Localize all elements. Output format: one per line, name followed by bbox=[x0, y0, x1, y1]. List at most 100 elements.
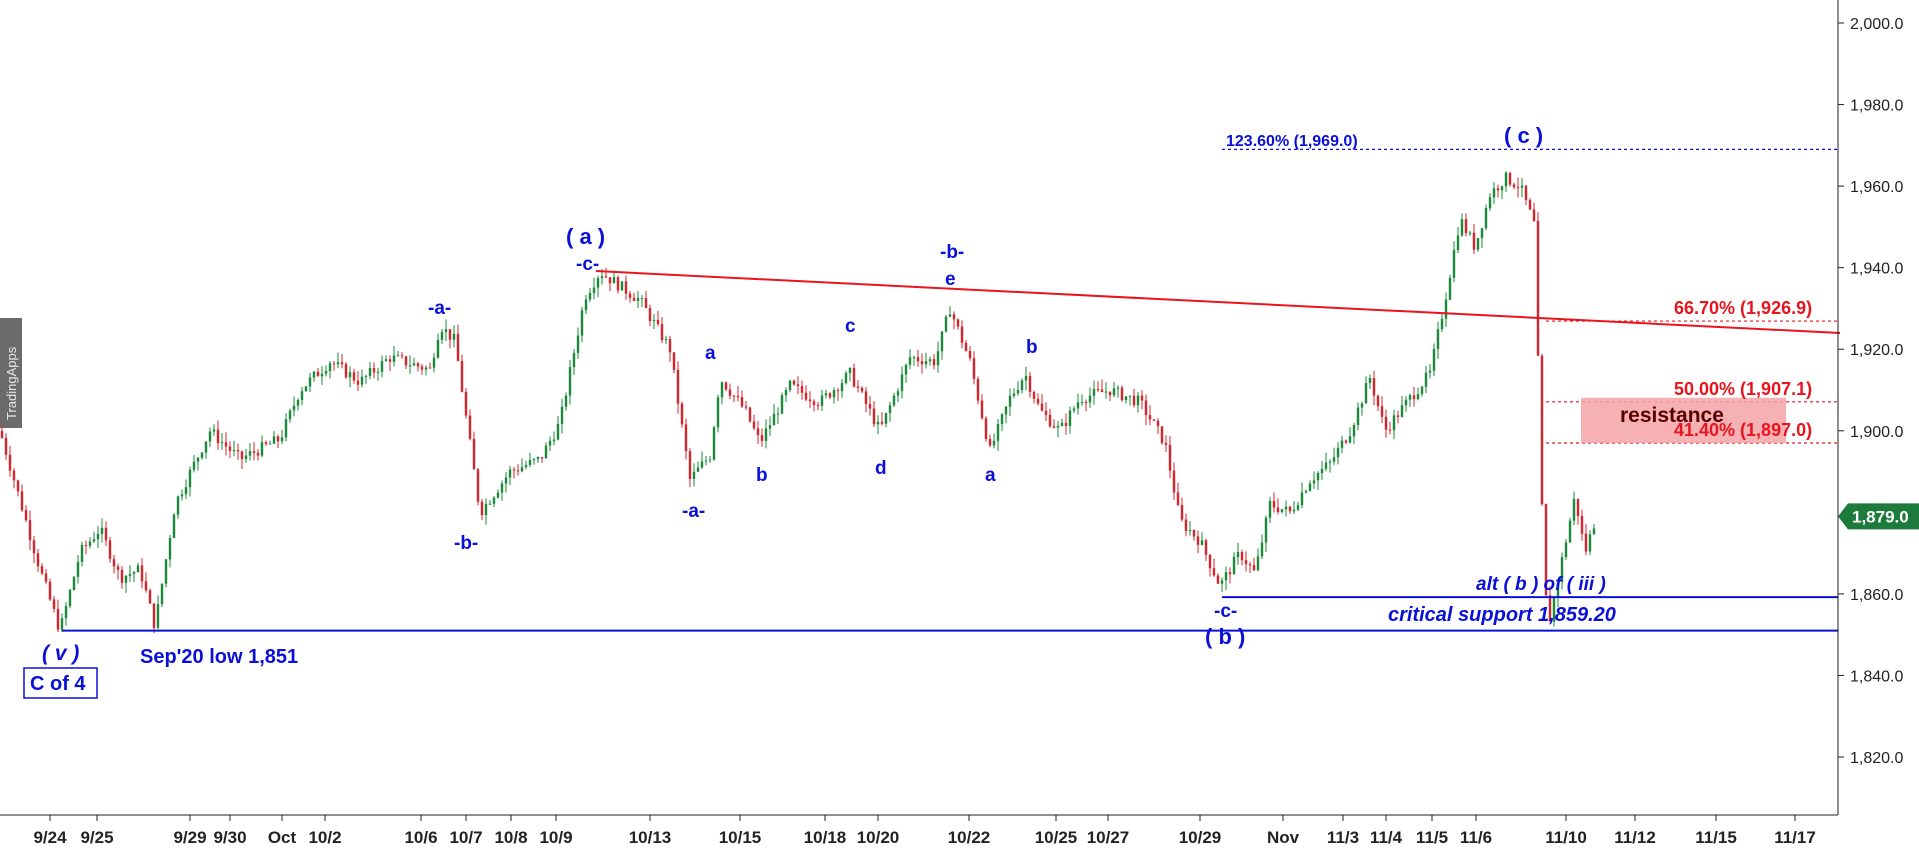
candle-body bbox=[1260, 542, 1264, 557]
candle-body bbox=[840, 383, 844, 392]
candle-body bbox=[1332, 457, 1336, 462]
x-tick-label: Oct bbox=[268, 828, 297, 847]
candle-body bbox=[1408, 395, 1412, 400]
candle-body bbox=[1376, 395, 1380, 407]
candle-body bbox=[584, 299, 588, 311]
candle-body bbox=[376, 371, 380, 373]
candle-body bbox=[700, 461, 704, 468]
candle-body bbox=[440, 331, 444, 340]
candle-body bbox=[1192, 530, 1196, 537]
candle-body bbox=[908, 357, 912, 365]
candle-body bbox=[48, 581, 52, 600]
candle-body bbox=[272, 436, 276, 444]
candle-body bbox=[200, 452, 204, 458]
candle-body bbox=[1472, 232, 1476, 250]
candle-body bbox=[1008, 395, 1012, 407]
candle-body bbox=[220, 442, 224, 444]
candle-body bbox=[728, 389, 732, 396]
candle-body bbox=[1540, 355, 1544, 505]
candlestick-series bbox=[0, 171, 1596, 634]
candle-body bbox=[1244, 560, 1248, 565]
candle-body bbox=[1536, 220, 1540, 356]
x-tick-label: 11/15 bbox=[1695, 828, 1737, 847]
x-tick-label: 10/22 bbox=[948, 828, 991, 847]
candle-body bbox=[1436, 329, 1440, 349]
watermark-tab: TradingApps bbox=[0, 318, 22, 428]
candle-body bbox=[1548, 595, 1552, 622]
candle-body bbox=[952, 314, 956, 320]
candle-body bbox=[1016, 389, 1020, 394]
candle-body bbox=[1216, 575, 1220, 584]
candle-body bbox=[1284, 506, 1288, 510]
candle-body bbox=[316, 371, 320, 377]
x-tick-label: 10/8 bbox=[494, 828, 527, 847]
candle-body bbox=[208, 431, 212, 442]
candle-body bbox=[944, 316, 948, 332]
candle-body bbox=[1136, 395, 1140, 406]
candle-body bbox=[88, 541, 92, 546]
alt-b-label: alt ( b ) of ( iii ) bbox=[1476, 574, 1606, 595]
candle-body bbox=[1232, 557, 1236, 575]
candle-body bbox=[1292, 509, 1296, 512]
candle-body bbox=[612, 277, 616, 284]
candle-body bbox=[372, 368, 376, 373]
candle-body bbox=[280, 437, 284, 442]
candle-body bbox=[960, 326, 964, 343]
candle-body bbox=[1308, 483, 1312, 492]
candle-body bbox=[320, 373, 324, 377]
candle-body bbox=[1044, 410, 1048, 415]
candle-body bbox=[68, 589, 72, 607]
candle-body bbox=[136, 565, 140, 573]
candle-body bbox=[1488, 197, 1492, 209]
candle-body bbox=[292, 405, 296, 411]
y-tick-label: 2,000.0 bbox=[1850, 16, 1903, 33]
candle-body bbox=[1304, 491, 1308, 493]
candle-body bbox=[1484, 208, 1488, 229]
wave-b-minus-1: -b- bbox=[454, 533, 478, 554]
candle-body bbox=[1492, 188, 1496, 198]
candle-body bbox=[356, 380, 360, 385]
candle-body bbox=[1148, 415, 1152, 420]
candle-body bbox=[628, 293, 632, 298]
fib-414-label: 41.40% (1,897.0) bbox=[1674, 420, 1812, 440]
candle-body bbox=[920, 361, 924, 365]
candle-body bbox=[592, 287, 596, 294]
candle-body bbox=[396, 355, 400, 357]
sep20-low-label: Sep'20 low 1,851 bbox=[140, 646, 298, 668]
candle-body bbox=[616, 277, 620, 291]
candle-body bbox=[1532, 209, 1536, 221]
candle-body bbox=[4, 437, 8, 455]
candle-body bbox=[1584, 533, 1588, 552]
candle-body bbox=[884, 412, 888, 424]
y-axis-ticks: 2,000.0 1,980.0 1,960.0 1,940.0 1,920.0 1,900… bbox=[1838, 16, 1903, 767]
candle-body bbox=[1380, 406, 1384, 417]
x-tick-label: 11/5 bbox=[1416, 828, 1448, 847]
candle-body bbox=[928, 359, 932, 362]
candle-body bbox=[604, 276, 608, 278]
candle-body bbox=[1384, 416, 1388, 430]
candle-body bbox=[1048, 414, 1052, 427]
candle-body bbox=[632, 297, 636, 301]
candle-body bbox=[972, 358, 976, 379]
candle-body bbox=[540, 456, 544, 459]
candle-body bbox=[1272, 500, 1276, 508]
candle-body bbox=[1080, 402, 1084, 404]
candle-body bbox=[360, 376, 364, 385]
candle-body bbox=[364, 375, 368, 377]
candle-body bbox=[1588, 534, 1592, 552]
candle-body bbox=[1176, 492, 1180, 506]
candle-body bbox=[412, 363, 416, 366]
candle-body bbox=[548, 441, 552, 446]
candle-body bbox=[1456, 235, 1460, 251]
candle-body bbox=[1516, 187, 1520, 189]
candle-body bbox=[1096, 389, 1100, 391]
candle-body bbox=[84, 545, 88, 547]
candle-body bbox=[452, 333, 456, 340]
candle-body bbox=[172, 514, 176, 539]
candle-body bbox=[1580, 516, 1584, 534]
candle-body bbox=[188, 469, 192, 488]
candle-body bbox=[688, 451, 692, 479]
candle-body bbox=[128, 574, 132, 576]
x-tick-label: 10/29 bbox=[1179, 828, 1222, 847]
